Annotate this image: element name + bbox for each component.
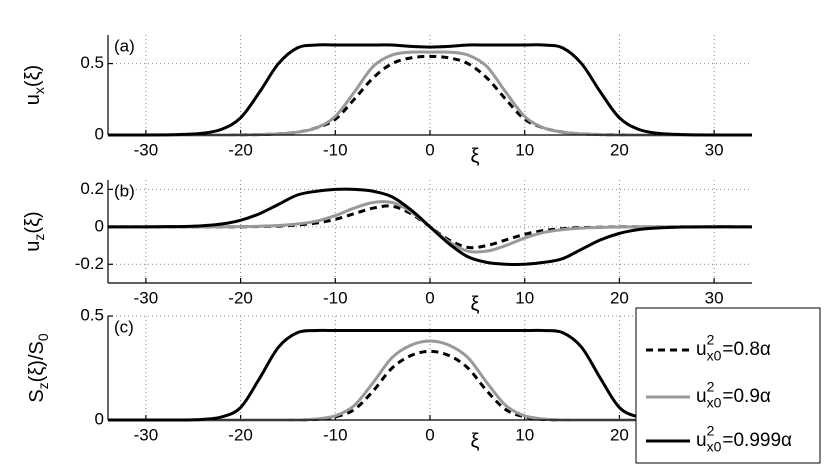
- y-tick-label: 0: [95, 124, 104, 143]
- legend-box: [635, 307, 821, 464]
- data-line: [108, 50, 752, 137]
- x-tick-label: -30: [134, 425, 159, 444]
- data-line: [108, 43, 752, 137]
- y-tick-label: 0: [95, 409, 104, 428]
- legend-label-subscript: x0: [707, 395, 722, 411]
- x-tick-label: 0: [425, 425, 434, 444]
- legend-label: u: [696, 386, 707, 407]
- legend-label-superscript: 2: [707, 423, 715, 439]
- legend-label: =0.9α: [722, 386, 771, 407]
- x-tick-label: 30: [705, 288, 724, 307]
- x-tick-label: -10: [323, 288, 348, 307]
- legend-label-subscript: x0: [707, 439, 722, 455]
- y-axis-label: ux(ξ): [22, 65, 46, 105]
- y-tick-label: 0.5: [80, 305, 104, 324]
- x-tick-label: -20: [228, 425, 253, 444]
- x-axis-label: ξ: [471, 293, 480, 315]
- x-tick-label: 0: [425, 288, 434, 307]
- panel-label: (a): [114, 36, 135, 55]
- x-tick-label: -10: [323, 425, 348, 444]
- legend-label-superscript: 2: [707, 379, 715, 395]
- panel-label: (b): [114, 181, 135, 200]
- panel-label: (c): [114, 317, 134, 336]
- x-tick-label: -30: [134, 288, 159, 307]
- y-axis-label: Sz(ξ)/S0: [26, 333, 50, 403]
- x-tick-label: 20: [610, 425, 629, 444]
- y-axis-label-part: S: [26, 389, 48, 402]
- y-axis-label-subscript: z: [35, 382, 51, 389]
- legend-label-superscript: 2: [707, 332, 715, 348]
- x-tick-label: 10: [515, 425, 534, 444]
- legend-label: u: [696, 339, 707, 360]
- x-tick-label: 0: [425, 140, 434, 159]
- x-tick-label: 30: [705, 140, 724, 159]
- x-tick-label: -20: [228, 288, 253, 307]
- y-axis-label-subscript: x: [31, 87, 47, 94]
- y-axis-label-part: (ξ): [22, 211, 44, 233]
- y-axis-label: uz(ξ): [22, 211, 46, 251]
- x-axis-label: ξ: [471, 145, 480, 167]
- legend-label: =0.8α: [722, 339, 771, 360]
- x-tick-label: -10: [323, 140, 348, 159]
- data-line: [108, 187, 752, 267]
- legend-label: =0.999α: [722, 430, 792, 451]
- legend-label: u: [696, 430, 707, 451]
- y-axis-label-part: (ξ)/S: [26, 341, 48, 382]
- y-axis-label-part: u: [22, 94, 44, 105]
- y-tick-label: -0.2: [75, 254, 104, 273]
- x-tick-label: 20: [610, 288, 629, 307]
- x-tick-label: 10: [515, 140, 534, 159]
- y-tick-label: 0: [95, 216, 104, 235]
- x-tick-label: -20: [228, 140, 253, 159]
- x-tick-label: -30: [134, 140, 159, 159]
- y-axis-label-subscript: 0: [35, 333, 51, 341]
- y-tick-label: 0.2: [80, 179, 104, 198]
- x-axis-label: ξ: [471, 430, 480, 452]
- y-axis-label-part: (ξ): [22, 65, 44, 87]
- y-tick-label: 0.5: [80, 53, 104, 72]
- x-tick-label: 20: [610, 140, 629, 159]
- y-axis-label-part: u: [22, 241, 44, 252]
- y-axis-label-subscript: z: [31, 234, 47, 241]
- x-tick-label: 10: [515, 288, 534, 307]
- legend-label-subscript: x0: [707, 348, 722, 364]
